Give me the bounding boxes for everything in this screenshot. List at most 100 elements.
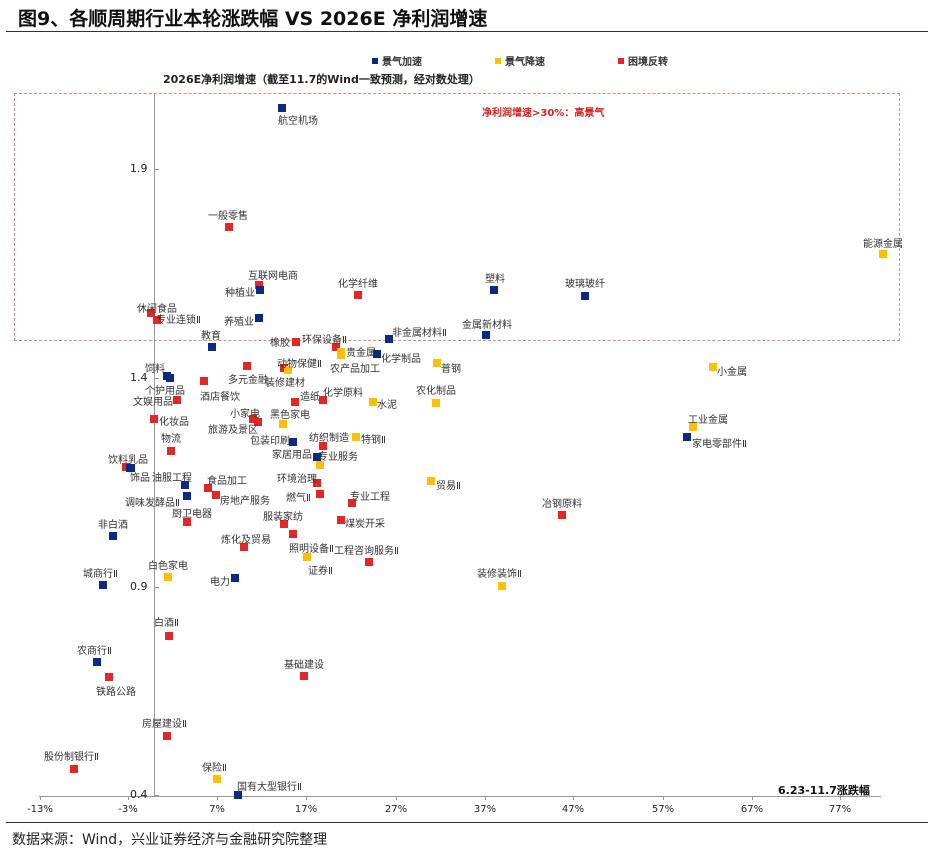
data-point-marker [147, 309, 155, 317]
x-tick-label: 67% [740, 804, 764, 815]
data-point-marker [879, 250, 887, 258]
data-point-marker [313, 453, 321, 461]
high-growth-region [14, 93, 900, 341]
legend-label: 景气加速 [382, 57, 422, 68]
data-point-label: 多元金融 [228, 375, 268, 386]
data-point-label: 国有大型银行Ⅱ [237, 782, 302, 793]
data-point-marker [231, 574, 239, 582]
data-point-marker [279, 420, 287, 428]
x-axis-line [39, 796, 881, 797]
data-point-marker [109, 532, 117, 540]
legend-label: 困境反转 [628, 57, 668, 68]
data-point-marker [354, 291, 362, 299]
data-point-label: 物流 [161, 434, 181, 445]
data-point-marker [292, 338, 300, 346]
data-point-marker [316, 490, 324, 498]
data-point-marker [183, 518, 191, 526]
data-point-label: 贵金属 [346, 348, 376, 359]
data-point-marker [337, 516, 345, 524]
data-point-marker [204, 484, 212, 492]
data-point-label: 燃气Ⅱ [286, 493, 311, 504]
data-point-label: 能源金属 [863, 239, 903, 250]
x-tick-mark [396, 796, 397, 800]
x-tick-label: 17% [294, 804, 318, 815]
legend-item-decel: 景气降速 [495, 53, 545, 68]
data-point-marker [581, 292, 589, 300]
x-tick-mark [752, 796, 753, 800]
data-point-marker [208, 343, 216, 351]
data-point-marker [255, 314, 263, 322]
legend-item-reversal: 困境反转 [618, 53, 668, 68]
data-point-label: 保险Ⅱ [202, 763, 227, 774]
data-point-label: 饮料乳品 [108, 455, 148, 466]
legend-item-accel: 景气加速 [372, 53, 422, 68]
data-point-label: 炼化及贸易 [221, 535, 271, 546]
data-point-label: 电力 [210, 577, 230, 588]
x-tick-mark [840, 796, 841, 800]
y-tick-label: 0.4 [130, 788, 148, 801]
y-tick-label: 0.9 [130, 580, 148, 593]
data-point-label: 塑料 [485, 274, 505, 285]
legend-swatch-blue-icon [372, 57, 378, 64]
data-point-label: 化学原料 [323, 388, 363, 399]
data-point-label: 厨卫电器 [172, 509, 212, 520]
y-tick-label: 1.9 [130, 162, 148, 175]
data-point-marker [278, 104, 286, 112]
data-point-label: 一般零售 [208, 211, 248, 222]
data-point-label: 玻璃玻纤 [565, 279, 605, 290]
data-point-label: 食品加工 [207, 476, 247, 487]
legend-swatch-yellow-icon [495, 57, 501, 64]
data-point-marker [163, 732, 171, 740]
data-point-marker [167, 447, 175, 455]
data-point-marker [213, 775, 221, 783]
data-point-marker [127, 464, 135, 472]
x-tick-label: 37% [473, 804, 497, 815]
data-point-marker [99, 581, 107, 589]
data-point-label: 纺织制造 [309, 433, 349, 444]
data-point-label: 养殖业 [224, 317, 254, 328]
x-tick-label: -3% [118, 804, 138, 815]
data-point-marker [348, 499, 356, 507]
data-point-label: 饰品 [130, 473, 150, 484]
x-tick-label: 77% [828, 804, 852, 815]
x-tick-mark [217, 796, 218, 800]
data-point-label: 家居用品 [272, 450, 312, 461]
data-point-marker [332, 343, 340, 351]
data-point-label: 种植业 [225, 288, 255, 299]
data-point-marker [369, 398, 377, 406]
data-point-label: 化妆品 [159, 417, 189, 428]
data-point-label: 房地产服务 [220, 496, 270, 507]
legend-swatch-red-icon [618, 57, 624, 64]
y-tick-mark [155, 587, 159, 588]
data-point-label: 工程咨询服务Ⅱ [334, 546, 399, 557]
data-point-marker [300, 672, 308, 680]
data-point-marker [150, 415, 158, 423]
data-point-label: 证券Ⅱ [308, 566, 333, 577]
data-point-label: 化学纤维 [338, 279, 378, 290]
data-point-label: 专业连锁Ⅱ [156, 315, 201, 326]
y-tick-mark [155, 169, 159, 170]
data-point-marker [319, 396, 327, 404]
data-point-label: 个护用品 [145, 386, 185, 397]
data-point-marker [385, 335, 393, 343]
data-point-marker [181, 481, 189, 489]
data-point-label: 小金属 [717, 367, 747, 378]
data-point-marker [240, 543, 248, 551]
data-point-marker [683, 433, 691, 441]
data-point-label: 造纸 [300, 392, 320, 403]
data-point-marker [243, 362, 251, 370]
legend-label: 景气降速 [505, 57, 545, 68]
data-point-label: 农商行Ⅱ [77, 646, 112, 657]
data-point-marker [289, 438, 297, 446]
data-point-label: 城商行Ⅱ [83, 569, 118, 580]
data-point-marker [303, 553, 311, 561]
data-point-label: 普钢 [441, 364, 461, 375]
x-tick-label: 27% [384, 804, 408, 815]
data-point-marker [352, 433, 360, 441]
data-point-label: 金属新材料 [462, 320, 512, 331]
data-point-label: 铁路公路 [96, 687, 136, 698]
x-tick-mark [485, 796, 486, 800]
data-point-marker [105, 673, 113, 681]
x-tick-label: -13% [27, 804, 53, 815]
data-point-marker [689, 423, 697, 431]
